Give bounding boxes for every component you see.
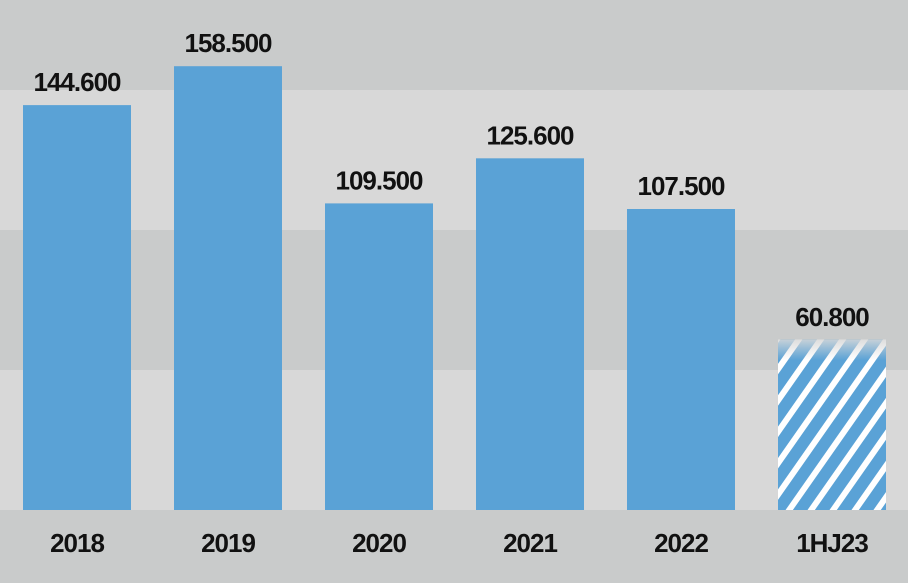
background-band-4 xyxy=(0,510,908,578)
background-band-3 xyxy=(0,370,908,510)
value-label-1HJ23: 60.800 xyxy=(795,302,869,332)
bar-2022 xyxy=(627,209,735,510)
x-axis-tick-labels: 2018 2019 2020 2021 2022 1HJ23 xyxy=(50,528,869,558)
x-tick-label-2021: 2021 xyxy=(503,528,557,558)
value-label-2022: 107.500 xyxy=(638,171,726,201)
x-tick-label-2020: 2020 xyxy=(352,528,406,558)
value-label-2021: 125.600 xyxy=(487,120,575,150)
value-labels-group: 144.600 158.500 109.500 125.600 107.500 60.80… xyxy=(34,28,871,332)
background-band-2 xyxy=(0,230,908,370)
background-band-1 xyxy=(0,90,908,230)
bar-2020 xyxy=(325,203,433,510)
bar-2018 xyxy=(23,105,131,511)
x-tick-label-2018: 2018 xyxy=(50,528,104,558)
value-label-2020: 109.500 xyxy=(336,165,424,195)
background-band-0 xyxy=(0,0,908,90)
bar-2021 xyxy=(476,158,584,510)
value-label-2019: 158.500 xyxy=(185,28,273,58)
x-tick-label-2022: 2022 xyxy=(654,528,708,558)
bars-group xyxy=(23,66,886,511)
bar-2019 xyxy=(174,66,282,510)
bar-1HJ23-fade xyxy=(778,339,886,510)
x-tick-label-2019: 2019 xyxy=(201,528,255,558)
value-label-2018: 144.600 xyxy=(34,67,122,97)
x-tick-label-1HJ23: 1HJ23 xyxy=(796,528,868,558)
